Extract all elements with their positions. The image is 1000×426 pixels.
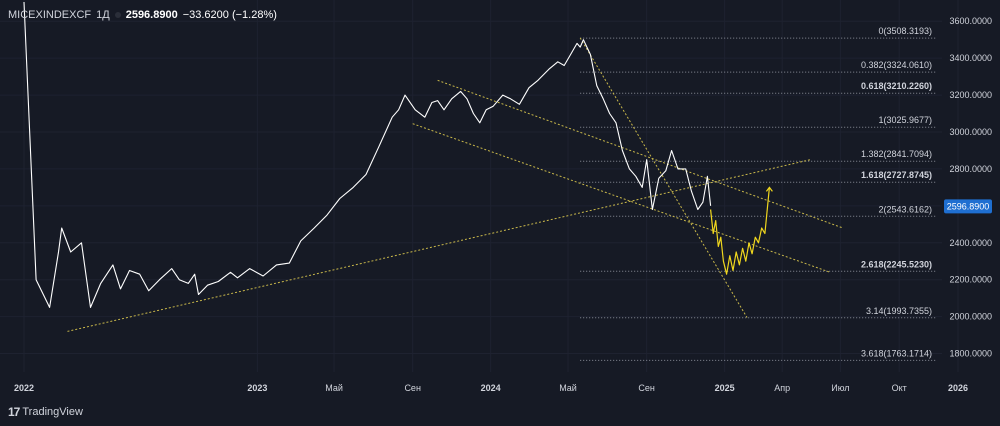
- axes[interactable]: 1800.00002000.00002200.00002400.00002600…: [14, 16, 992, 393]
- trendline[interactable]: [579, 37, 748, 318]
- x-tick-label: Сен: [638, 383, 655, 393]
- x-tick-label: 2026: [948, 383, 968, 393]
- legend-header[interactable]: MICEXINDEXCF 1Д 2596.8900 −33.6200 (−1.2…: [8, 9, 277, 21]
- interval-label[interactable]: 1Д: [96, 9, 110, 21]
- y-tick-label: 2800.0000: [949, 164, 992, 174]
- symbol-name[interactable]: MICEXINDEXCF: [8, 9, 92, 21]
- tradingview-brand[interactable]: 17 TradingView: [8, 405, 83, 419]
- trendlines[interactable]: [67, 37, 844, 332]
- projection-arrow-icon: [765, 186, 773, 192]
- fib-level-label: 3.618(1763.1714): [861, 348, 932, 358]
- fib-level-label: 0(3508.3193): [878, 26, 932, 36]
- x-tick-label: Июл: [831, 383, 849, 393]
- x-tick-label: 2022: [14, 383, 34, 393]
- price-change: −33.6200 (−1.28%): [182, 9, 277, 21]
- fib-level-label: 1(3025.9677): [878, 115, 932, 125]
- market-status-icon: [114, 12, 121, 18]
- tradingview-logo-icon: 17: [8, 405, 20, 419]
- fib-level-label: 3.14(1993.7355): [866, 306, 932, 316]
- price-line: [23, 1, 712, 308]
- grid-layer: [0, 0, 959, 372]
- y-tick-label: 2400.0000: [949, 238, 992, 248]
- projection-line: [710, 187, 770, 275]
- fib-level-label: 0.382(3324.0610): [861, 60, 932, 70]
- brand-name: TradingView: [22, 406, 83, 418]
- y-tick-label: 3200.0000: [949, 90, 992, 100]
- trendline[interactable]: [412, 123, 831, 273]
- x-tick-label: 2024: [481, 383, 501, 393]
- x-tick-label: 2025: [715, 383, 735, 393]
- fib-level-label: 1.618(2727.8745): [861, 170, 932, 180]
- fib-level-label: 0.618(3210.2260): [861, 81, 932, 91]
- fibonacci-extension[interactable]: 0(3508.3193) 0.382(3324.0610) 0.618(3210.2…: [580, 26, 936, 361]
- last-price: 2596.8900: [125, 9, 178, 21]
- x-tick-label: Май: [559, 383, 577, 393]
- y-tick-label: 3000.0000: [949, 127, 992, 137]
- x-tick-label: 2023: [247, 383, 267, 393]
- fib-level-label: 2.618(2245.5230): [861, 259, 932, 269]
- x-tick-label: Май: [325, 383, 343, 393]
- last-price-badge-label: 2596.8900: [947, 201, 990, 211]
- price-series: [23, 1, 773, 308]
- x-tick-label: Окт: [892, 383, 907, 393]
- x-tick-label: Апр: [774, 383, 790, 393]
- last-price-badge: [944, 199, 992, 214]
- y-tick-label: 3400.0000: [949, 53, 992, 63]
- y-tick-label: 2000.0000: [949, 312, 992, 322]
- fib-level-label: 1.382(2841.7094): [861, 149, 932, 159]
- y-tick-label: 2200.0000: [949, 275, 992, 285]
- fib-level-label: 2(2543.6162): [878, 204, 932, 214]
- x-tick-label: Сен: [404, 383, 421, 393]
- trendline[interactable]: [67, 159, 811, 332]
- y-tick-label: 3600.0000: [949, 16, 992, 26]
- y-tick-label: 1800.0000: [949, 349, 992, 359]
